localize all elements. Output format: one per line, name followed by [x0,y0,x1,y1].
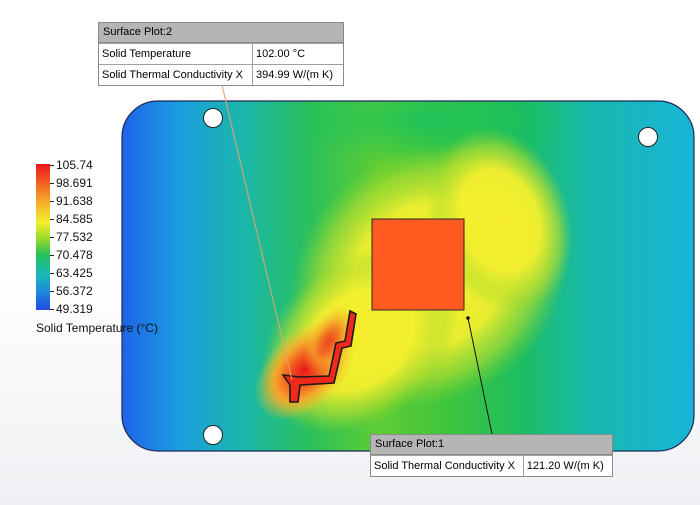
probe-row-value: 394.99 W/(m K) [252,65,342,85]
legend-tick [50,291,54,292]
legend-label-max: 105.74 [56,158,93,172]
probe-title: Surface Plot:2 [99,23,343,43]
probe-row-value: 102.00 °C [252,44,342,64]
legend-label: 70.478 [56,248,93,262]
probe-surface-plot-1[interactable]: Surface Plot:1 Solid Thermal Conductivit… [370,434,613,477]
legend-tick [50,273,54,274]
legend-tick [50,201,54,202]
legend-label: 91.638 [56,194,93,208]
legend-label: 56.372 [56,284,93,298]
probe-title: Surface Plot:1 [371,435,612,455]
legend-label-min: 49.319 [56,302,93,316]
legend-label: 63.425 [56,266,93,280]
probe1-leader-line [467,317,493,435]
mounting-hole-bottom-left [203,425,223,445]
probe2-leader-line [221,84,293,381]
legend-tick [50,183,54,184]
legend-tick [50,165,54,166]
probe-row-name: Solid Thermal Conductivity X [102,69,244,81]
legend-tick [50,309,54,310]
legend-tick [50,255,54,256]
probe-surface-plot-2[interactable]: Surface Plot:2 Solid Temperature 102.00 … [98,22,344,86]
temperature-field [122,101,694,451]
component-block[interactable] [371,218,465,311]
legend-title: Solid Temperature (°C) [36,321,158,335]
probe-row-name: Solid Thermal Conductivity X [374,460,516,472]
probe-row: Solid Thermal Conductivity X 121.20 W/(m… [371,455,612,476]
legend-label: 84.585 [56,212,93,226]
probe1-anchor-point [466,316,470,320]
legend-tick [50,219,54,220]
mounting-hole-top-left [203,108,223,128]
probe-row: Solid Thermal Conductivity X 394.99 W/(m… [99,64,343,85]
legend-tick [50,237,54,238]
legend-label: 77.532 [56,230,93,244]
mounting-hole-top-right [638,127,658,147]
legend-color-bar [36,164,50,310]
probe-row: Solid Temperature 102.00 °C [99,43,343,64]
legend-label: 98.691 [56,176,93,190]
probe-row-value: 121.20 W/(m K) [522,456,612,476]
color-legend: 105.74 98.691 91.638 84.585 77.532 70.47… [36,158,176,342]
probe-row-name: Solid Temperature [102,48,192,60]
